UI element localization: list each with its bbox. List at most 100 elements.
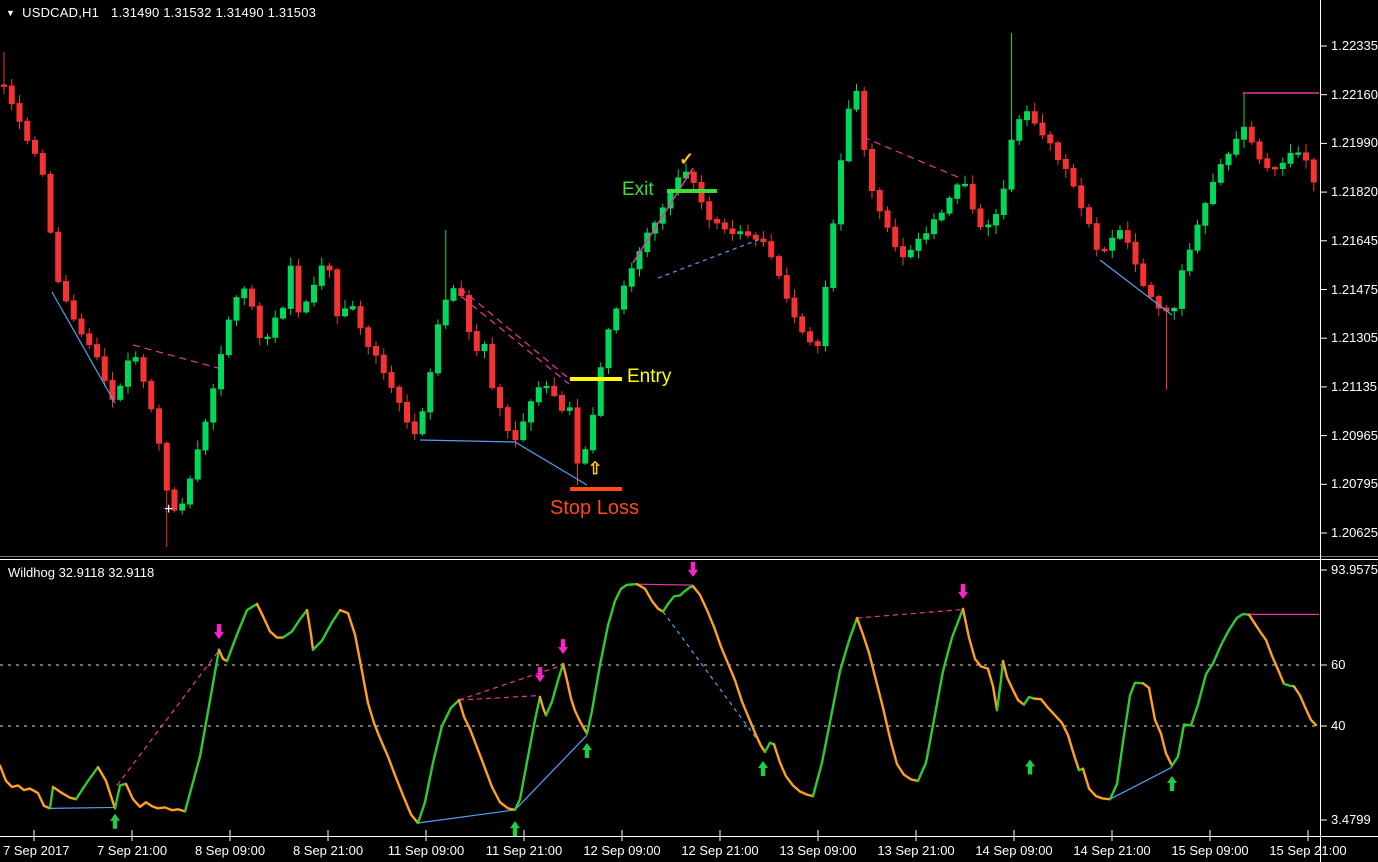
candle bbox=[1179, 270, 1185, 309]
symbol-dropdown-marker[interactable]: ▼ bbox=[6, 8, 16, 18]
candle bbox=[163, 442, 170, 491]
osc-support-3[interactable] bbox=[1109, 766, 1173, 800]
candle bbox=[218, 354, 224, 390]
candle bbox=[721, 222, 728, 230]
trend-line-solid[interactable] bbox=[632, 167, 694, 264]
buy-signal-arrow-icon bbox=[1025, 759, 1035, 775]
oscillator-up-segment bbox=[1282, 682, 1296, 688]
oscillator-down-segment bbox=[457, 698, 517, 812]
candle bbox=[450, 288, 457, 301]
stop-loss-label[interactable]: Stop Loss bbox=[550, 497, 639, 519]
oscillator-down-segment bbox=[124, 782, 187, 813]
price-tick-label: 1.21990 bbox=[1331, 135, 1378, 151]
support-line-3[interactable] bbox=[1099, 259, 1173, 316]
indicator-tick-label: 3.4799 bbox=[1331, 812, 1371, 827]
candle bbox=[1248, 126, 1255, 143]
ohlc-quote: 1.31490 1.31532 1.31490 1.31503 bbox=[111, 5, 317, 20]
oscillator-down-segment bbox=[51, 785, 78, 801]
candle bbox=[822, 286, 829, 347]
oscillator-up-segment bbox=[225, 602, 259, 663]
support-line-1[interactable] bbox=[51, 291, 116, 404]
target-dashed-blue[interactable] bbox=[657, 237, 764, 279]
candle bbox=[714, 218, 720, 224]
candle bbox=[1124, 230, 1131, 243]
time-tick-label: 8 Sep 09:00 bbox=[194, 843, 266, 858]
candle bbox=[993, 214, 999, 226]
candle bbox=[977, 208, 984, 228]
oscillator-up-segment bbox=[916, 607, 965, 783]
candle bbox=[1086, 207, 1092, 225]
resistance-dashed-2b[interactable] bbox=[461, 296, 570, 385]
candle bbox=[838, 160, 844, 225]
candle bbox=[1140, 263, 1147, 286]
oscillator-down-segment bbox=[1247, 613, 1286, 686]
candle bbox=[264, 336, 271, 340]
candle bbox=[1210, 181, 1216, 205]
osc-dashed-magenta-1[interactable] bbox=[116, 649, 220, 786]
sell-signal-arrow-icon bbox=[688, 561, 698, 577]
buy-signal-arrow-icon bbox=[1167, 775, 1177, 791]
candle bbox=[295, 265, 302, 313]
osc-support-1[interactable] bbox=[49, 806, 116, 809]
exit-label[interactable]: Exit bbox=[622, 179, 654, 200]
candle bbox=[8, 85, 15, 105]
candle bbox=[241, 288, 248, 299]
candle bbox=[1016, 119, 1023, 141]
price-tick-label: 1.21645 bbox=[1331, 232, 1378, 248]
price-tick-label: 1.22160 bbox=[1331, 86, 1378, 102]
indicator-tick-label: 60 bbox=[1331, 657, 1346, 672]
candle bbox=[938, 212, 945, 221]
candle bbox=[504, 407, 511, 432]
candle bbox=[1008, 139, 1015, 190]
oscillator-down-segment bbox=[1001, 659, 1026, 706]
time-tick-label: 7 Sep 2017 bbox=[3, 843, 70, 858]
candle bbox=[644, 232, 651, 253]
oscillator-down-segment bbox=[772, 743, 815, 798]
candle bbox=[613, 308, 620, 331]
candle bbox=[1171, 307, 1178, 312]
candle bbox=[969, 183, 976, 210]
resistance-dashed-3[interactable] bbox=[862, 136, 961, 179]
candle bbox=[1287, 152, 1294, 164]
price-tick-label: 1.21820 bbox=[1331, 184, 1378, 200]
candle bbox=[47, 173, 54, 233]
candle bbox=[907, 249, 914, 258]
candle bbox=[1217, 164, 1224, 183]
candle bbox=[280, 307, 286, 319]
oscillator-up-segment bbox=[311, 608, 342, 651]
candle bbox=[830, 223, 837, 288]
candle bbox=[1047, 134, 1054, 144]
price-tick-label: 1.20795 bbox=[1331, 476, 1378, 492]
candle bbox=[566, 407, 573, 411]
oscillator-down-segment bbox=[538, 695, 548, 717]
oscillator-down-segment bbox=[1141, 682, 1174, 767]
candle bbox=[380, 354, 387, 374]
resistance-dashed-1[interactable] bbox=[132, 344, 219, 369]
candle bbox=[876, 190, 883, 212]
buy-signal-arrow-icon bbox=[758, 761, 768, 777]
candle bbox=[1295, 152, 1302, 155]
osc-dashed-magenta-2[interactable] bbox=[458, 694, 541, 701]
candle bbox=[791, 297, 798, 318]
candle bbox=[551, 385, 558, 396]
oscillator-up-segment bbox=[811, 616, 859, 798]
candle bbox=[783, 274, 790, 299]
entry-up-arrow-icon: ⇧ bbox=[588, 459, 603, 478]
oscillator-down-segment bbox=[338, 608, 420, 825]
candle bbox=[318, 265, 325, 286]
support-line-2[interactable] bbox=[419, 439, 588, 486]
entry-label[interactable]: Entry bbox=[627, 366, 672, 387]
candle bbox=[272, 317, 279, 338]
candle bbox=[799, 316, 806, 333]
candle bbox=[1117, 230, 1123, 239]
osc-dashed-magenta-3[interactable] bbox=[458, 664, 564, 701]
candle bbox=[86, 333, 93, 346]
osc-level-magenta-1[interactable] bbox=[636, 583, 694, 586]
candle bbox=[1093, 223, 1100, 250]
candle bbox=[1062, 159, 1069, 169]
candle bbox=[985, 224, 992, 228]
candle bbox=[396, 386, 403, 403]
candle bbox=[94, 344, 100, 358]
candle bbox=[63, 280, 69, 302]
